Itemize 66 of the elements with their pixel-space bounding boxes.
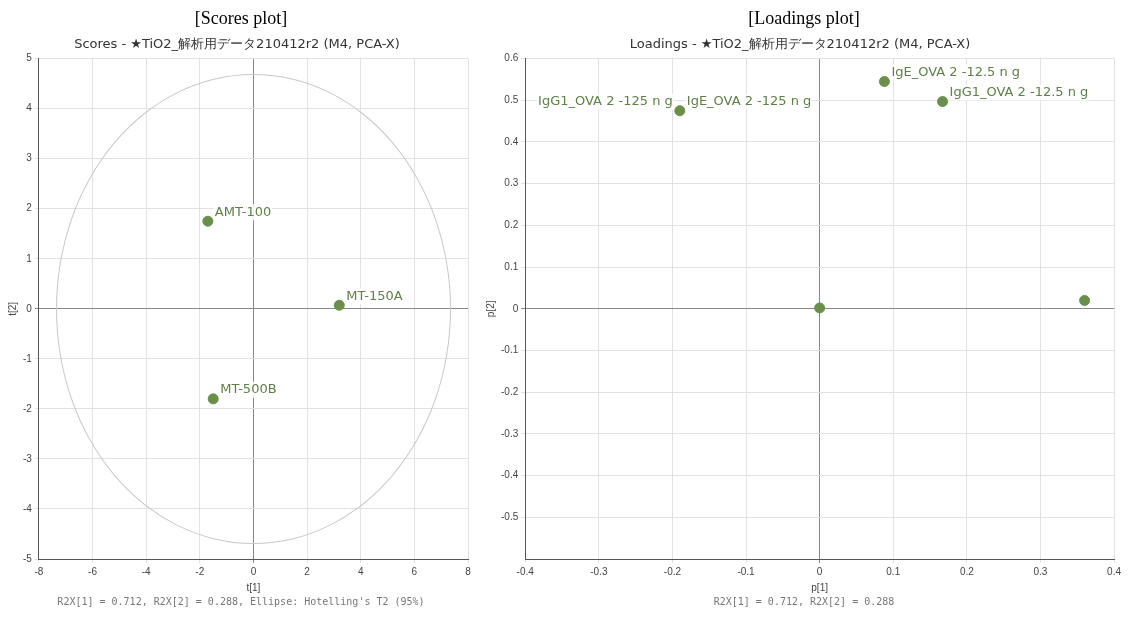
y-tick-label: 1 (26, 252, 33, 264)
text: R2X[1] = 0.712, R2X[2] = 0.288, Ellipse: Hotelling's T2 (95%) (57, 596, 425, 607)
y-tick-label: 0 (26, 302, 33, 314)
point (202, 215, 214, 227)
y-tick-label: 0.4 (504, 135, 519, 147)
x-tick-label: -6 (88, 565, 98, 577)
text: R2X[1] = 0.712, R2X[2] = 0.288 (713, 596, 895, 607)
y-tick-label: -0.4 (501, 469, 519, 481)
x-tick-label: -0.4 (516, 565, 535, 577)
y-tick-label: -0.5 (501, 511, 519, 523)
chart-title: [Loadings plot] (748, 8, 860, 29)
x-tick-label: 6 (411, 565, 418, 577)
y-tick-label: -0.3 (501, 427, 519, 439)
x-tick-label: 2 (304, 565, 311, 577)
y-axis-title: p[2] (484, 300, 496, 318)
x-tick-label: -4 (141, 565, 152, 577)
x-tick-label: -0.3 (590, 565, 608, 577)
y-tick-label: -0.2 (501, 385, 519, 397)
y-axis-title: t[2] (6, 301, 18, 316)
x-tick-label: 8 (465, 565, 472, 577)
x-tick-label: -2 (195, 565, 205, 577)
annotation: MT-500B (220, 381, 277, 397)
x-tick-label: 0.4 (1107, 565, 1122, 577)
y-tick-label: -0.1 (501, 344, 519, 356)
annotation: AMT-100 (214, 203, 272, 219)
point (878, 76, 890, 88)
chart-title: [Scores plot] (194, 8, 288, 29)
x-tick-label: 0.3 (1033, 565, 1048, 577)
y-tick-label: -4 (22, 502, 33, 514)
y-tick-label: 0.5 (504, 94, 519, 106)
x-tick-label: -8 (34, 565, 44, 577)
point (674, 105, 686, 117)
x-axis-title: p[1] (811, 581, 829, 593)
annotation: IgG1_OVA 2 -12.5 n g (949, 83, 1089, 99)
x-tick-label: 4 (357, 565, 364, 577)
y-tick-label: 0.6 (504, 52, 519, 64)
y-tick-label: -2 (22, 402, 33, 414)
y-tick-label: 0 (512, 302, 519, 314)
y-tick-label: -1 (22, 352, 33, 364)
x-tick-label: 0 (250, 565, 257, 577)
y-tick-label: 3 (26, 152, 33, 164)
x-tick-label: 0.1 (886, 565, 901, 577)
annotation: IgE_OVA 2 -125 n g (686, 93, 812, 109)
y-tick-label: 5 (26, 52, 33, 64)
y-tick-label: -5 (22, 552, 33, 564)
chart-subtitle: Scores - ★TiO2_解析用データ210412r2 (M4, PCA-X) (74, 36, 400, 52)
x-tick-label: 0 (816, 565, 823, 577)
y-tick-label: 0.3 (504, 177, 519, 189)
x-tick-label: -0.1 (737, 565, 756, 577)
point (937, 96, 949, 108)
y-tick-label: 0.1 (504, 260, 519, 272)
point (333, 299, 345, 311)
point (207, 393, 219, 405)
y-tick-label: 0.2 (504, 219, 519, 231)
annotation: IgE_OVA 2 -12.5 n g (891, 63, 1021, 79)
point (814, 302, 826, 314)
y-tick-label: -3 (22, 452, 33, 464)
y-tick-label: 4 (26, 102, 33, 114)
x-axis-title: t[1] (246, 581, 261, 593)
chart-subtitle: Loadings - ★TiO2_解析用データ210412r2 (M4, PCA-X) (629, 36, 971, 52)
y-tick-label: 2 (26, 202, 33, 214)
x-tick-label: -0.2 (663, 565, 682, 577)
point (1079, 294, 1091, 306)
x-tick-label: 0.2 (959, 565, 975, 577)
annotation: IgG1_OVA 2 -125 n g (538, 93, 673, 109)
annotation: MT-150A (346, 287, 403, 303)
